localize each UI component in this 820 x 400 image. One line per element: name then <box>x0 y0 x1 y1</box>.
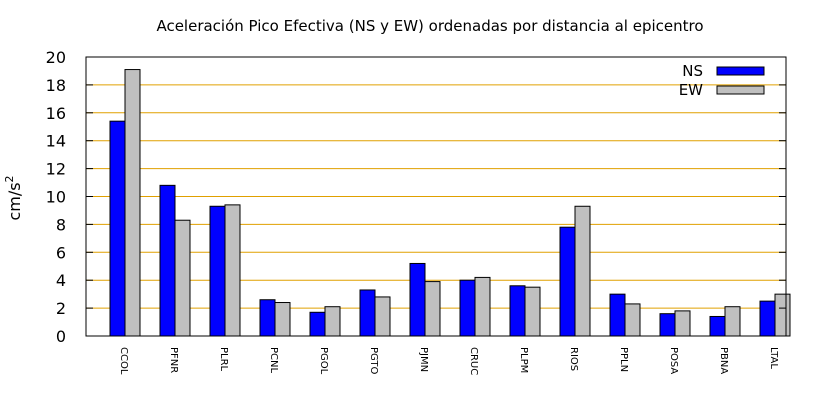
bar-ew-pgto <box>374 296 391 337</box>
y-tick-label: 0 <box>56 327 66 346</box>
x-tick-label-pcnl: PCNL <box>268 347 279 373</box>
legend-label-ew: EW <box>679 81 703 99</box>
bar-ns-posa <box>659 313 676 337</box>
bar-ew-ppln <box>624 303 641 337</box>
bar-ew-plpm <box>524 286 541 337</box>
x-tick-label-ppln: PPLN <box>618 347 629 372</box>
bar-ns-rios <box>559 226 576 337</box>
x-tick-label-pgol: PGOL <box>318 347 329 375</box>
bar-ew-pgol <box>324 306 341 337</box>
bar-ns-pgto <box>359 289 376 337</box>
x-tick-label-ltal: LTAL <box>768 347 779 369</box>
bar-ns-plpm <box>509 285 526 337</box>
x-tick-label-plrl: PLRL <box>218 347 229 372</box>
axis-ticks: 0 2 4 6 8 10 12 14 16 18 20 CCOL PFNR PLRL PCNL PGOL PGT… <box>46 48 786 375</box>
bar-ew-pcnl <box>274 302 291 337</box>
bar-ns-pjmn <box>409 262 426 337</box>
y-tick-label: 14 <box>46 132 66 151</box>
bar-ew-rios <box>574 205 591 337</box>
y-tick-label: 8 <box>56 215 66 234</box>
bar-ew-pbna <box>724 306 741 337</box>
x-tick-label-cruc: CRUC <box>468 347 479 375</box>
x-tick-label-plpm: PLPM <box>518 347 529 373</box>
y-tick-label: 18 <box>46 76 66 95</box>
bar-ew-pfnr <box>174 219 191 337</box>
x-tick-label-pgto: PGTO <box>368 347 379 375</box>
bar-ns-ccol <box>109 120 126 337</box>
legend-label-ns: NS <box>682 62 703 80</box>
bar-ew-pjmn <box>424 281 441 337</box>
x-tick-label-pjmn: PJMN <box>418 347 429 372</box>
y-tick-label: 10 <box>46 188 66 207</box>
bar-ns-ltal <box>759 300 776 337</box>
bar-ew-posa <box>674 310 691 337</box>
y-axis-label: cm/s2 <box>3 175 24 220</box>
x-tick-label-pfnr: PFNR <box>168 347 179 373</box>
x-tick-label-pbna: PBNA <box>718 347 729 374</box>
bar-ew-ccol <box>124 69 141 337</box>
chart-title: Aceleración Pico Efectiva (NS y EW) orde… <box>156 17 703 35</box>
y-tick-label: 16 <box>46 104 66 123</box>
x-tick-label-posa: POSA <box>668 347 679 374</box>
y-tick-label: 6 <box>56 243 66 262</box>
bar-ns-cruc <box>459 279 476 337</box>
bar-ns-pgol <box>309 311 326 337</box>
y-axis-label-unit: cm/s <box>5 182 24 220</box>
bar-ns-pbna <box>709 315 726 337</box>
y-tick-label: 2 <box>56 299 66 318</box>
y-tick-label: 20 <box>46 48 66 67</box>
y-tick-label: 12 <box>46 160 66 179</box>
y-axis-label-superscript: 2 <box>3 175 16 182</box>
x-tick-label-rios: RIOS <box>568 347 579 371</box>
bars <box>109 69 791 337</box>
legend-swatch-ew <box>716 85 765 95</box>
x-tick-label-ccol: CCOL <box>118 347 129 375</box>
bar-ns-plrl <box>209 205 226 337</box>
y-tick-label: 4 <box>56 271 66 290</box>
bar-ns-ppln <box>609 293 626 337</box>
legend-swatch-ns <box>716 66 765 76</box>
bar-ew-ltal <box>774 293 791 337</box>
bar-ew-plrl <box>224 204 241 337</box>
bar-ns-pcnl <box>259 299 276 337</box>
bar-ew-cruc <box>474 276 491 337</box>
bar-ns-pfnr <box>159 184 176 337</box>
